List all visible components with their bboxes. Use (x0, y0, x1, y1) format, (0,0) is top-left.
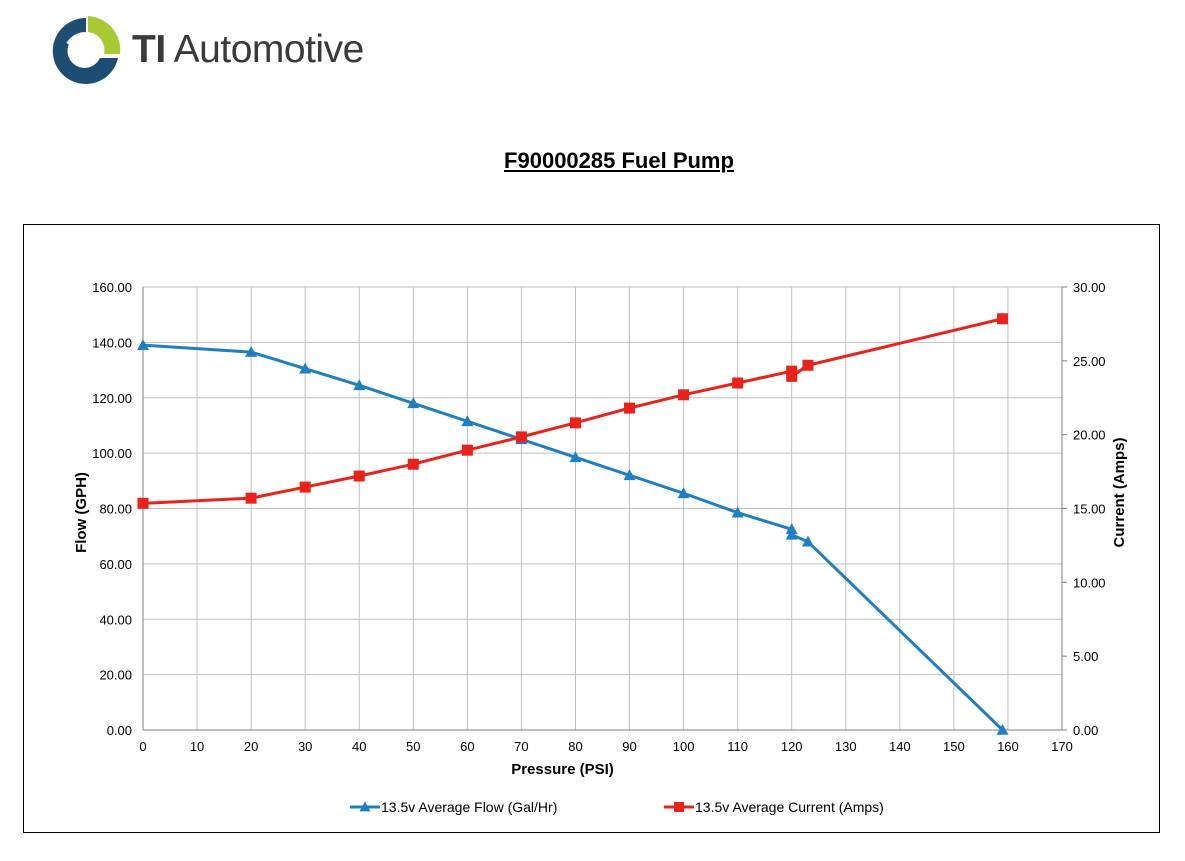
series-line-1 (142, 343, 1004, 732)
brand-header: TI Automotive (48, 14, 388, 88)
x-tick-label: 20 (244, 739, 258, 754)
chart-svg: 0 10 20 30 40 50 60 70 80 90 100 110 120 130 140 150 160… (73, 280, 1128, 815)
current-data-point (802, 359, 814, 371)
flow-data-point (801, 535, 814, 547)
y-tick-label: 160.00 (92, 280, 132, 295)
x-tick-label: 80 (568, 739, 582, 754)
current-data-point (299, 481, 311, 493)
y2-tick-label: 20.00 (1073, 428, 1106, 443)
brand-name: TI Automotive (132, 28, 364, 72)
x-tick-label: 140 (889, 739, 911, 754)
legend-marker (359, 801, 371, 812)
flow-data-point (785, 528, 798, 540)
legend-marker (674, 802, 684, 812)
x-tick-label: 0 (139, 739, 146, 754)
y2-tick-label: 15.00 (1073, 502, 1106, 517)
y-tick-label: 100.00 (92, 446, 132, 461)
current-data-point (353, 470, 365, 482)
ti-automotive-swirl-logo-icon (52, 16, 121, 84)
brand-name-bold: TI (132, 28, 166, 71)
x-tick-label: 130 (835, 739, 857, 754)
y-tick-label: 20.00 (99, 668, 132, 683)
current-data-point (786, 370, 798, 382)
current-data-point (137, 497, 149, 509)
flow-data-point (407, 397, 420, 409)
x-tick-label: 90 (622, 739, 636, 754)
x-tick-label: 10 (190, 739, 204, 754)
x-tick-label: 30 (298, 739, 312, 754)
x-tick-label: 50 (406, 739, 420, 754)
current-data-point (678, 389, 690, 401)
y2-tick-label: 5.00 (1073, 649, 1098, 664)
flow-data-point (353, 379, 366, 391)
current-data-point (461, 444, 473, 456)
x-tick-label: 160 (997, 739, 1019, 754)
legend-label: 13.5v Average Flow (Gal/Hr) (381, 799, 557, 815)
page-title: F90000285 Fuel Pump (504, 148, 734, 173)
x-tick-label: 120 (781, 739, 803, 754)
y2-tick-label: 25.00 (1073, 354, 1106, 369)
y-axis-label: Flow (GPH) (73, 472, 90, 553)
y2-tick-label: 0.00 (1073, 723, 1098, 738)
flow-data-point (677, 487, 690, 499)
x-tick-label: 100 (673, 739, 695, 754)
current-data-point (997, 313, 1009, 325)
x-tick-label: 70 (514, 739, 528, 754)
current-data-point (515, 431, 527, 443)
series-line-2 (142, 317, 1003, 505)
x-tick-label: 60 (460, 739, 474, 754)
brand-name-rest: Automotive (173, 28, 365, 71)
y2-tick-label: 10.00 (1073, 575, 1106, 590)
flow-data-point (731, 506, 744, 518)
y2-tick-label: 30.00 (1073, 280, 1106, 295)
legend-label: 13.5v Average Current (Amps) (695, 799, 884, 815)
y-tick-label: 40.00 (99, 612, 132, 627)
flow-data-point (299, 362, 312, 374)
y-tick-label: 0.00 (107, 723, 132, 738)
x-tick-label: 40 (352, 739, 366, 754)
x-tick-label: 170 (1051, 739, 1073, 754)
x-tick-label: 110 (727, 739, 748, 754)
flow-data-point (245, 346, 258, 357)
y-tick-label: 140.00 (92, 335, 132, 350)
y-tick-label: 60.00 (99, 557, 132, 572)
current-data-point (624, 402, 636, 414)
current-data-point (569, 417, 581, 429)
y2-axis-label: Current (Amps) (1111, 437, 1128, 547)
flow-data-point (569, 451, 582, 463)
current-data-point (732, 377, 744, 389)
flow-data-point (623, 469, 636, 481)
flow-data-point (996, 724, 1009, 735)
y-tick-label: 80.00 (99, 502, 132, 517)
flow-data-point (461, 415, 474, 427)
chart-frame: 0 10 20 30 40 50 60 70 80 90 100 110 120 130 140 150 160… (23, 224, 1160, 833)
x-axis-label: Pressure (PSI) (511, 761, 614, 778)
flow-data-point (137, 339, 149, 350)
x-tick-label: 150 (943, 739, 965, 754)
y-tick-label: 120.00 (92, 391, 132, 406)
flow-data-point (785, 523, 798, 535)
current-data-point (407, 458, 419, 470)
current-data-point (245, 492, 257, 504)
